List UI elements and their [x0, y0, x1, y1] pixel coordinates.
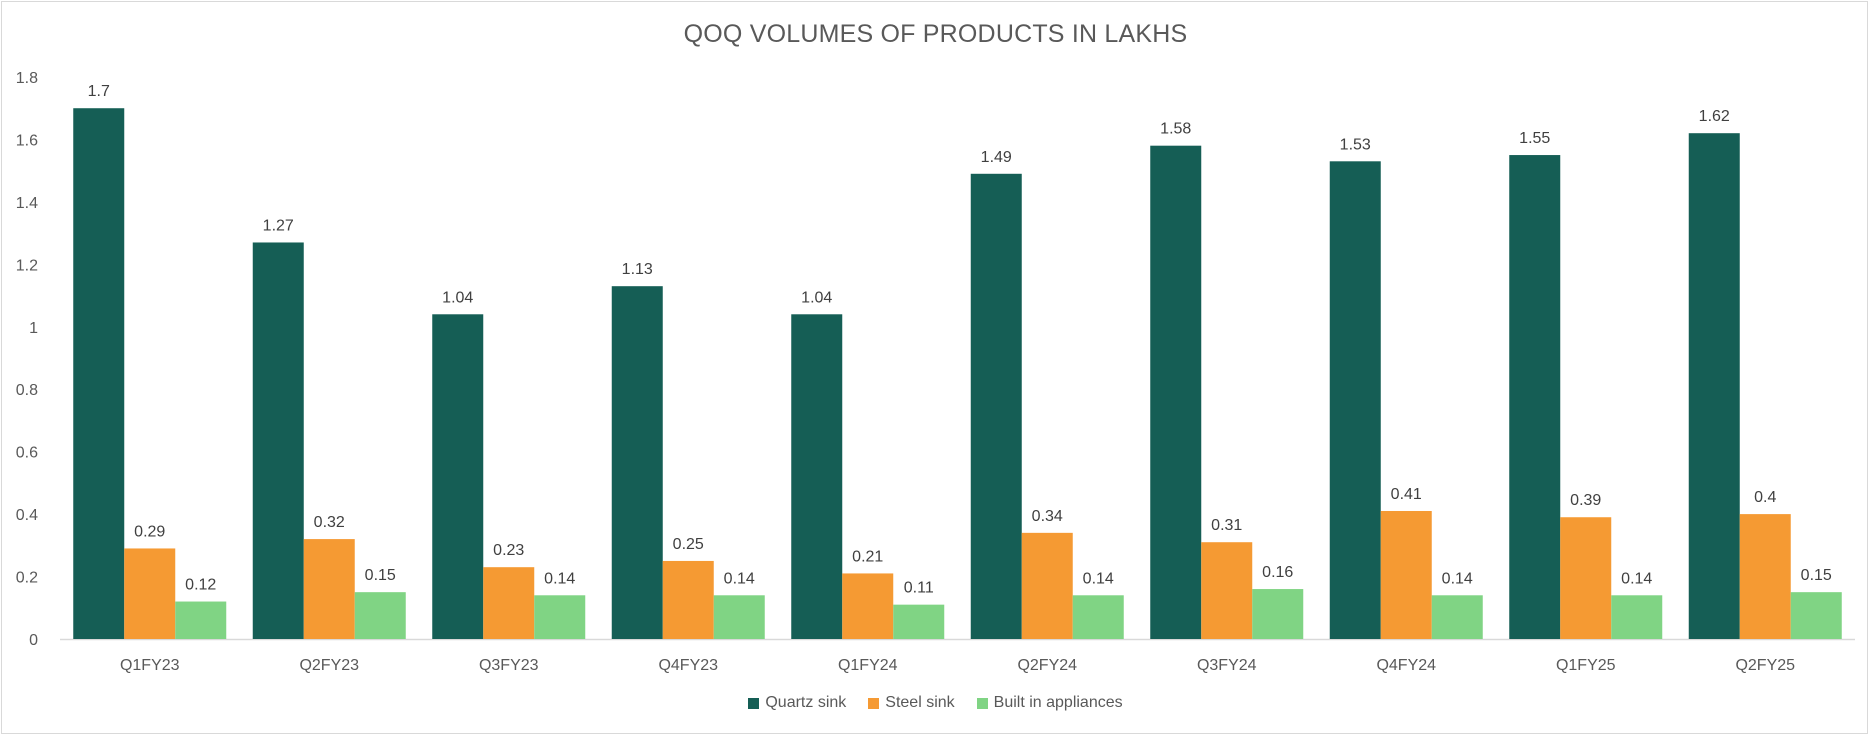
data-label: 0.29 — [134, 523, 165, 540]
y-tick-label: 0.4 — [16, 507, 38, 524]
bar-quartz-sink — [1509, 155, 1561, 640]
data-label: 0.34 — [1032, 508, 1063, 525]
bar-steel-sink — [842, 573, 894, 639]
legend-swatch — [868, 697, 880, 709]
data-label: 1.7 — [88, 83, 110, 100]
bar-steel-sink — [1380, 510, 1432, 639]
bar-steel-sink — [1739, 514, 1791, 639]
y-tick-label: 1.8 — [16, 70, 38, 87]
x-tick-label: Q2FY25 — [1735, 657, 1795, 674]
bar-built-in-appliances — [893, 604, 945, 639]
y-tick-label: 0.2 — [16, 570, 38, 587]
bar-quartz-sink — [252, 242, 304, 639]
data-label: 0.15 — [365, 567, 396, 584]
y-tick-label: 1.4 — [16, 195, 38, 212]
bar-built-in-appliances — [1252, 589, 1304, 639]
data-label: 1.04 — [442, 289, 473, 306]
chart-title: QOQ VOLUMES OF PRODUCTS IN LAKHS — [683, 20, 1188, 48]
data-label: 0.23 — [493, 542, 524, 559]
legend-item: Quartz sink — [748, 694, 846, 712]
bar-quartz-sink — [73, 108, 125, 639]
y-tick-label: 0.8 — [16, 382, 38, 399]
bar-steel-sink — [1021, 532, 1073, 639]
legend-swatch — [976, 697, 988, 709]
bar-quartz-sink — [970, 173, 1022, 640]
y-tick-label: 1 — [29, 320, 38, 337]
data-label: 0.39 — [1570, 492, 1601, 509]
data-label: 0.41 — [1391, 486, 1422, 503]
data-label: 0.14 — [1621, 570, 1652, 587]
bar-built-in-appliances — [1431, 595, 1483, 639]
y-tick-label: 0.6 — [16, 445, 38, 462]
x-tick-label: Q3FY23 — [479, 657, 539, 674]
data-label: 0.14 — [544, 570, 575, 587]
data-label: 1.49 — [981, 149, 1012, 166]
data-label: 1.27 — [263, 217, 294, 234]
x-tick-label: Q1FY23 — [120, 657, 180, 674]
data-label: 0.11 — [904, 580, 934, 597]
legend-item: Steel sink — [868, 694, 955, 712]
bar-steel-sink — [303, 539, 355, 639]
legend-item: Built in appliances — [976, 694, 1123, 712]
x-tick-label: Q3FY24 — [1197, 657, 1257, 674]
x-tick-label: Q2FY24 — [1017, 657, 1077, 674]
data-label: 0.14 — [724, 570, 755, 587]
bar-built-in-appliances — [175, 601, 227, 639]
data-label: 1.04 — [801, 289, 832, 306]
data-label: 0.32 — [314, 514, 345, 531]
bar-quartz-sink — [1150, 145, 1202, 639]
bar-built-in-appliances — [1072, 595, 1124, 639]
y-tick-label: 1.2 — [16, 257, 38, 274]
data-label: 0.31 — [1211, 517, 1242, 534]
data-label: 0.15 — [1801, 567, 1832, 584]
bar-quartz-sink — [791, 314, 843, 639]
x-tick-label: Q1FY24 — [838, 657, 898, 674]
data-label: 0.25 — [673, 536, 704, 553]
legend-label: Quartz sink — [765, 694, 847, 711]
bar-steel-sink — [1201, 542, 1253, 639]
data-label: 0.14 — [1442, 570, 1473, 587]
bar-steel-sink — [1560, 517, 1612, 639]
bar-steel-sink — [124, 548, 176, 639]
data-label: 0.4 — [1754, 489, 1776, 506]
chart-legend: Quartz sink Steel sink Built in appliances — [0, 694, 1871, 712]
data-label: 1.53 — [1340, 136, 1371, 153]
bar-built-in-appliances — [713, 595, 765, 639]
bar-quartz-sink — [432, 314, 484, 639]
data-label: 1.55 — [1519, 130, 1550, 147]
data-label: 0.14 — [1083, 570, 1114, 587]
legend-label: Built in appliances — [993, 694, 1123, 711]
data-label: 0.16 — [1262, 564, 1293, 581]
bar-built-in-appliances — [534, 595, 586, 639]
x-tick-label: Q4FY23 — [658, 657, 718, 674]
data-label: 1.13 — [622, 261, 653, 278]
bar-quartz-sink — [611, 286, 663, 639]
legend-swatch — [748, 697, 760, 709]
bar-steel-sink — [662, 560, 714, 639]
data-label: 1.58 — [1160, 121, 1191, 138]
data-label: 0.21 — [852, 548, 883, 565]
y-tick-label: 0 — [29, 632, 38, 649]
bar-built-in-appliances — [1790, 592, 1842, 639]
legend-label: Steel sink — [885, 694, 955, 711]
bar-quartz-sink — [1688, 133, 1740, 639]
data-label: 1.62 — [1699, 108, 1730, 125]
x-tick-label: Q4FY24 — [1376, 657, 1436, 674]
x-tick-label: Q2FY23 — [299, 657, 359, 674]
x-tick-label: Q1FY25 — [1556, 657, 1616, 674]
y-tick-label: 1.6 — [16, 132, 38, 149]
bar-built-in-appliances — [1611, 595, 1663, 639]
bar-built-in-appliances — [354, 592, 406, 639]
bar-steel-sink — [483, 567, 535, 639]
bar-quartz-sink — [1329, 161, 1381, 640]
data-label: 0.12 — [185, 577, 216, 594]
